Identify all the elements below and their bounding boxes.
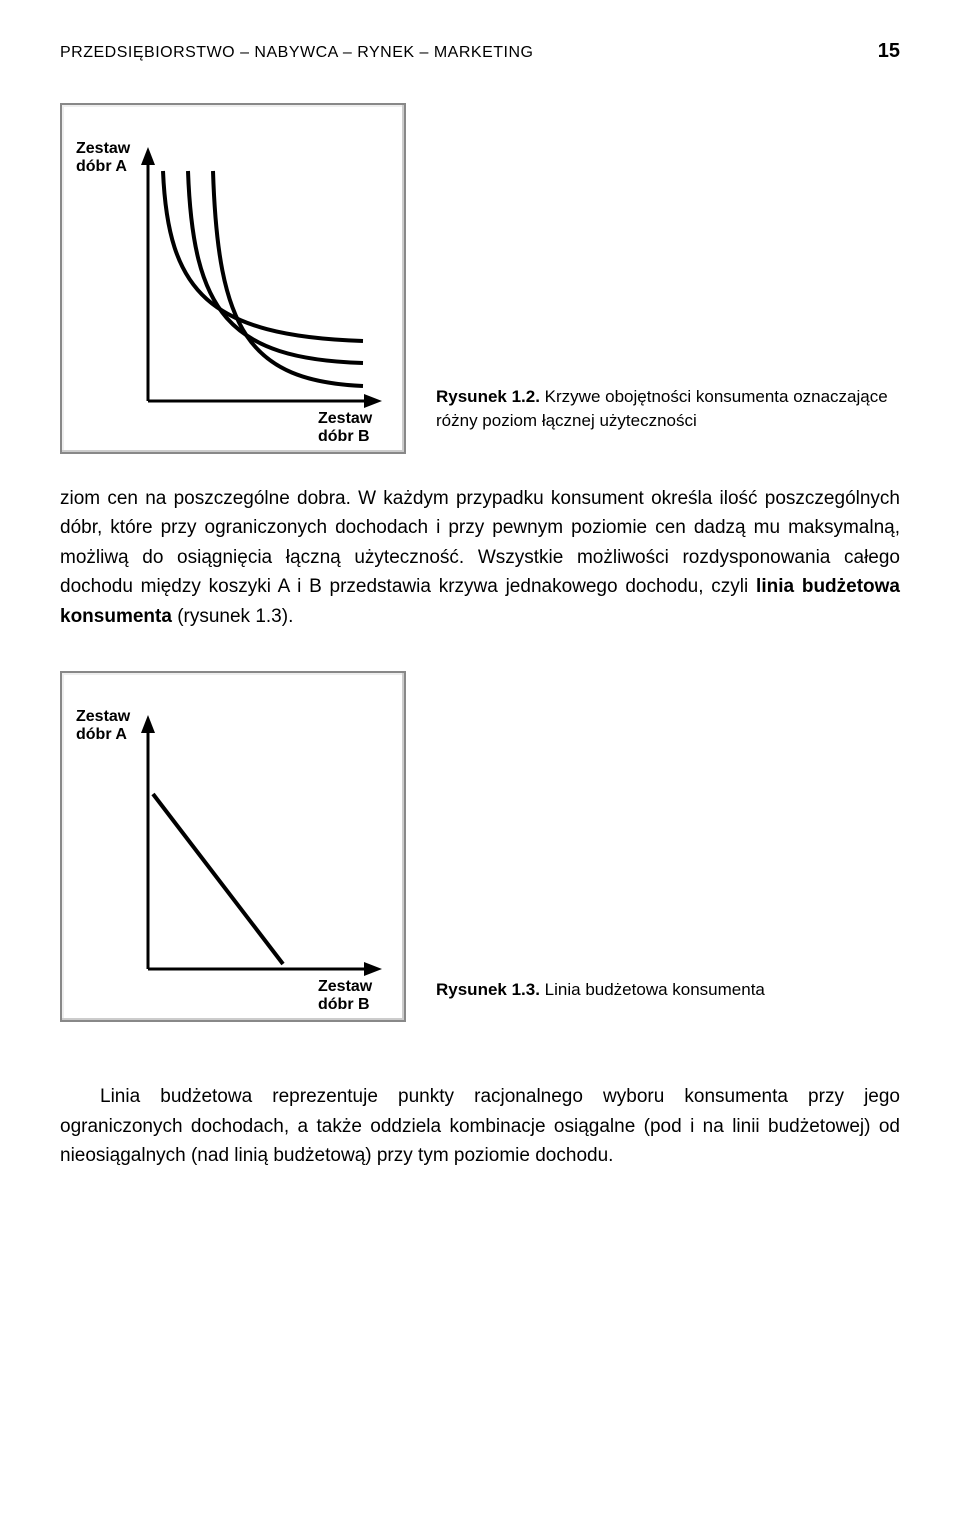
figure-2-frame: Zestawdóbr AZestawdóbr B <box>60 671 406 1022</box>
svg-text:dóbr B: dóbr B <box>318 428 370 441</box>
svg-text:dóbr A: dóbr A <box>76 158 127 175</box>
page-header: PRZEDSIĘBIORSTWO – NABYWCA – RYNEK – MAR… <box>60 40 900 63</box>
page-number: 15 <box>878 40 900 63</box>
figure-2-caption-text: Linia budżetowa konsumenta <box>540 980 765 999</box>
figure-1-caption: Rysunek 1.2. Krzywe obojętności konsumen… <box>436 385 900 454</box>
svg-text:Zestaw: Zestaw <box>76 708 131 725</box>
header-title: PRZEDSIĘBIORSTWO – NABYWCA – RYNEK – MAR… <box>60 44 533 62</box>
figure-2-block: Zestawdóbr AZestawdóbr B Rysunek 1.3. Li… <box>60 671 900 1022</box>
svg-text:Zestaw: Zestaw <box>76 140 131 157</box>
svg-text:dóbr B: dóbr B <box>318 996 370 1009</box>
figure-2-label: Rysunek 1.3. <box>436 980 540 999</box>
paragraph-2: Linia budżetowa reprezentuje punkty racj… <box>60 1082 900 1170</box>
page-container: PRZEDSIĘBIORSTWO – NABYWCA – RYNEK – MAR… <box>0 0 960 1231</box>
para1-text-b: (rysunek 1.3). <box>172 606 293 627</box>
svg-text:dóbr A: dóbr A <box>76 726 127 743</box>
svg-text:Zestaw: Zestaw <box>318 978 373 995</box>
figure-1-label: Rysunek 1.2. <box>436 387 540 406</box>
budget-line-chart: Zestawdóbr AZestawdóbr B <box>68 679 398 1009</box>
paragraph-1: ziom cen na poszczególne dobra. W każdym… <box>60 484 900 631</box>
figure-1-block: Zestawdóbr AZestawdóbr B Rysunek 1.2. Kr… <box>60 103 900 454</box>
indifference-curves-chart: Zestawdóbr AZestawdóbr B <box>68 111 398 441</box>
figure-2-caption: Rysunek 1.3. Linia budżetowa konsumenta <box>436 978 900 1023</box>
svg-text:Zestaw: Zestaw <box>318 410 373 427</box>
figure-1-frame: Zestawdóbr AZestawdóbr B <box>60 103 406 454</box>
